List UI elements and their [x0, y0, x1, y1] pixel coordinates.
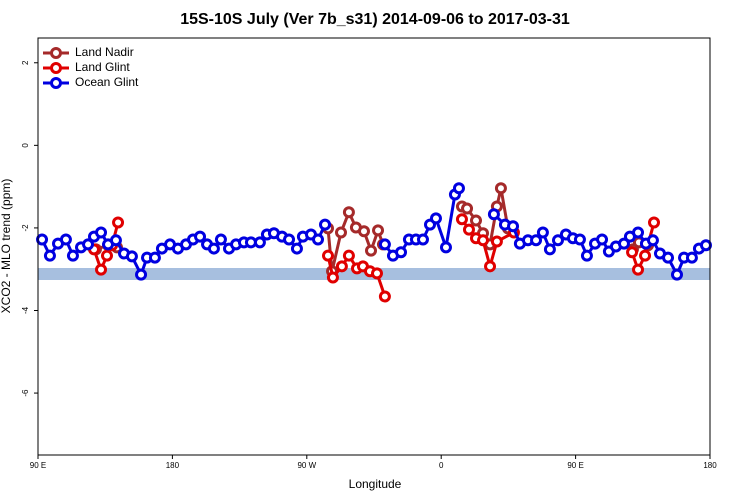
data-point — [342, 206, 355, 219]
data-point — [530, 234, 543, 247]
data-point — [334, 226, 347, 239]
data-point — [109, 234, 122, 247]
plot-area — [36, 182, 712, 303]
y-axis-label: XCO2 - MLO trend (ppm) — [0, 179, 13, 314]
data-point — [462, 223, 475, 236]
data-point — [429, 212, 442, 225]
legend-label: Ocean Glint — [75, 75, 139, 89]
data-point — [617, 237, 630, 250]
data-point — [507, 220, 520, 233]
data-point — [487, 208, 500, 221]
data-point — [214, 233, 227, 246]
x-axis-label: Longitude — [349, 477, 402, 491]
data-point — [36, 233, 49, 246]
x-tick-label: 90 W — [297, 461, 316, 470]
data-point — [639, 249, 652, 262]
data-point — [378, 238, 391, 251]
data-point — [342, 249, 355, 262]
data-point — [66, 249, 79, 262]
legend-marker — [50, 47, 62, 59]
data-point — [135, 268, 148, 281]
data-point — [573, 233, 586, 246]
legend-label: Land Nadir — [75, 45, 134, 59]
data-point — [148, 251, 161, 264]
data-point — [699, 239, 712, 252]
data-point — [378, 290, 391, 303]
data-point — [100, 249, 113, 262]
data-point — [461, 202, 474, 215]
data-point — [416, 233, 429, 246]
data-point — [494, 182, 507, 195]
data-point — [95, 263, 108, 276]
data-point — [283, 233, 296, 246]
y-tick-label: -6 — [21, 389, 30, 397]
x-tick-label: 90 E — [30, 461, 46, 470]
legend-marker — [50, 62, 62, 74]
legend-marker — [50, 77, 62, 89]
data-point — [543, 243, 556, 256]
data-point — [580, 249, 593, 262]
data-point — [484, 260, 497, 273]
data-point — [372, 224, 385, 237]
x-tick-label: 90 E — [567, 461, 583, 470]
data-point — [536, 226, 549, 239]
data-point — [662, 251, 675, 264]
data-point — [125, 250, 138, 263]
data-point — [59, 233, 72, 246]
y-tick-label: -2 — [21, 224, 30, 232]
data-point — [648, 216, 660, 229]
legend-label: Land Glint — [75, 60, 130, 74]
series-line — [326, 208, 385, 272]
data-point — [551, 234, 564, 247]
data-point — [452, 182, 465, 195]
data-point — [322, 249, 335, 262]
data-point — [365, 244, 378, 257]
y-tick-label: 0 — [21, 143, 30, 148]
x-tick-label: 180 — [703, 461, 717, 470]
data-point — [670, 268, 683, 281]
data-point — [646, 234, 659, 247]
y-tick-label: -4 — [21, 306, 30, 314]
data-point — [95, 226, 108, 239]
data-point — [632, 263, 645, 276]
data-point — [477, 234, 490, 247]
data-point — [395, 246, 408, 259]
data-point — [253, 236, 266, 249]
y-tick-label: 2 — [21, 60, 30, 65]
data-point — [685, 251, 698, 264]
data-point — [207, 242, 220, 255]
x-tick-label: 0 — [439, 461, 444, 470]
data-point — [43, 249, 56, 262]
data-point — [490, 235, 503, 248]
data-point — [632, 226, 645, 239]
data-point — [312, 233, 324, 246]
data-point — [596, 233, 609, 246]
plot-frame — [37, 37, 711, 456]
data-point — [82, 238, 95, 251]
data-point — [112, 216, 125, 229]
data-point — [335, 260, 348, 273]
data-point — [357, 225, 370, 238]
data-point — [439, 241, 452, 254]
data-point — [469, 214, 482, 227]
chart-title: 15S-10S July (Ver 7b_s31) 2014-09-06 to … — [180, 11, 570, 28]
data-point — [319, 218, 332, 231]
data-point — [370, 267, 383, 280]
x-tick-label: 180 — [166, 461, 180, 470]
data-point — [455, 213, 468, 226]
data-point — [194, 230, 207, 243]
data-point — [626, 246, 639, 259]
data-point — [290, 242, 303, 255]
data-point — [326, 271, 339, 284]
